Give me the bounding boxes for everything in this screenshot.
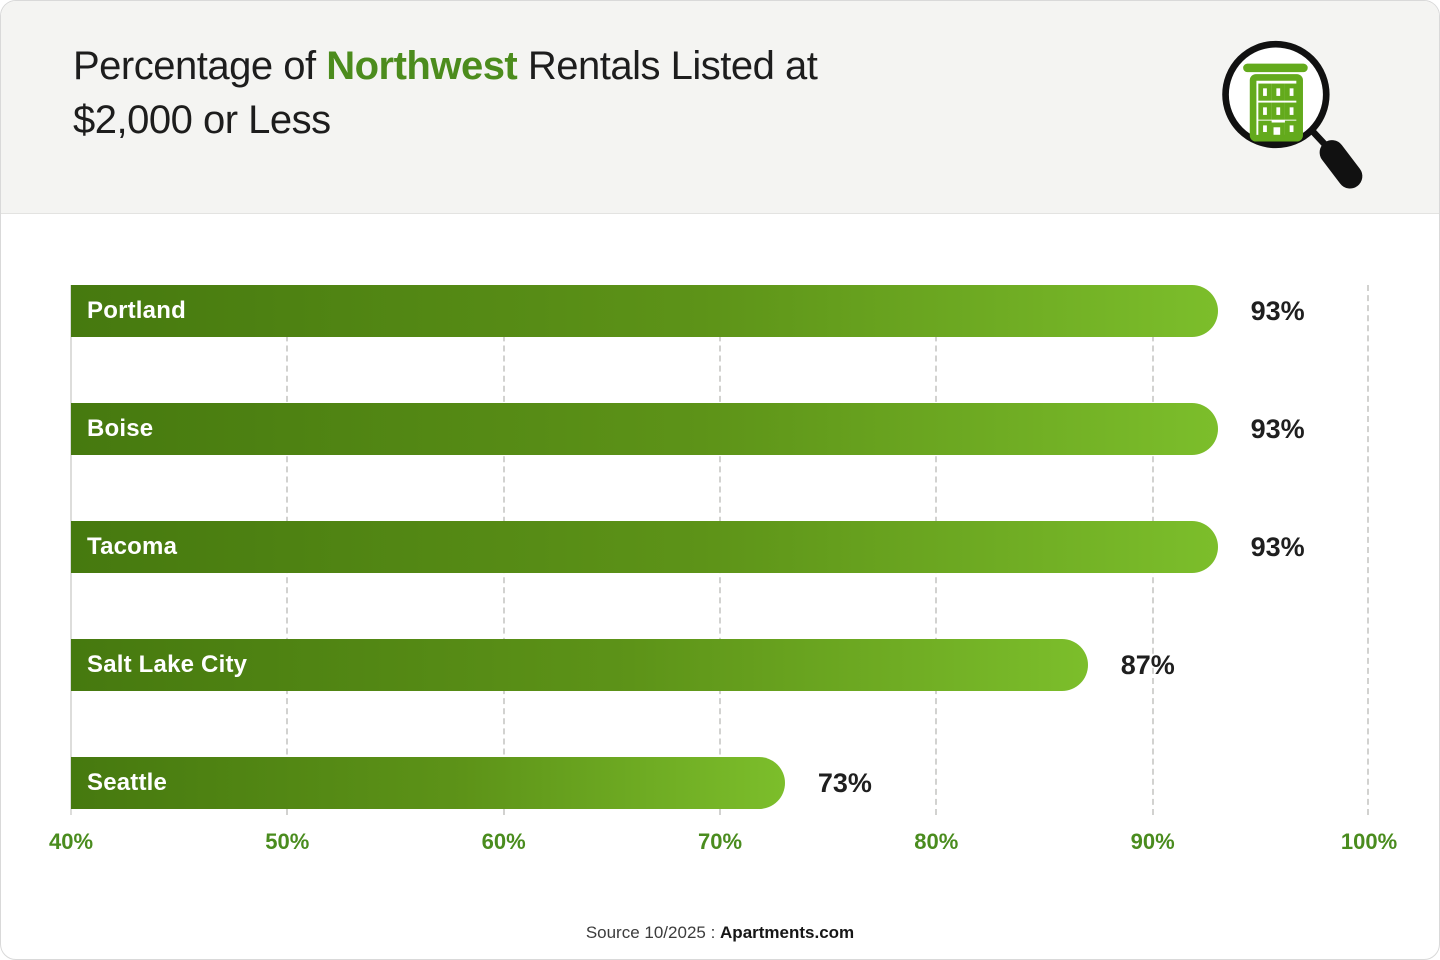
source-brand: Apartments.com (720, 923, 855, 942)
page-title: Percentage of Northwest Rentals Listed a… (73, 39, 818, 147)
bar-row-tacoma: Tacoma 93% (71, 521, 1369, 573)
header: Percentage of Northwest Rentals Listed a… (1, 1, 1439, 214)
bar-row-portland: Portland 93% (71, 285, 1369, 337)
x-axis: 40% 50% 60% 70% 80% 90% 100% (49, 829, 1397, 857)
axis-tick-70: 70% (697, 829, 743, 854)
bar-label: Tacoma (87, 533, 178, 560)
axis-tick-60: 60% (481, 829, 526, 854)
bar-salt-lake-city: Salt Lake City (71, 639, 1088, 691)
bar-value: 93% (1250, 531, 1305, 562)
bar-value: 87% (1120, 649, 1175, 680)
bar-value: 93% (1250, 295, 1305, 326)
bar-label: Portland (87, 297, 186, 324)
bar-label: Salt Lake City (87, 651, 248, 678)
title-highlight: Northwest (326, 44, 518, 88)
axis-tick-80: 80% (914, 829, 959, 854)
bar-row-seattle: Seattle 73% (71, 757, 1369, 809)
source-prefix: Source 10/2025 : (585, 923, 721, 942)
title-line2: $2,000 or Less (73, 98, 331, 142)
bar-label: Seattle (87, 769, 168, 796)
bar-portland: Portland (71, 285, 1218, 337)
building-search-icon (1217, 31, 1369, 201)
bar-value: 93% (1250, 413, 1305, 444)
plot-area: Portland 93% Boise 93% Tacoma 93% (70, 285, 1369, 815)
bar-boise: Boise (71, 403, 1218, 455)
bar-row-boise: Boise 93% (71, 403, 1369, 455)
chart-section: Portland 93% Boise 93% Tacoma 93% (1, 214, 1439, 857)
bar-row-salt-lake-city: Salt Lake City 87% (71, 639, 1369, 691)
bar-tacoma: Tacoma (71, 521, 1218, 573)
title-pre: Percentage of (73, 44, 327, 88)
title-post: Rentals Listed at (517, 44, 818, 88)
bar-rows: Portland 93% Boise 93% Tacoma 93% (71, 285, 1369, 809)
bar-value: 73% (817, 767, 872, 798)
axis-tick-100: 100% (1340, 829, 1398, 854)
gridline-100 (1367, 285, 1369, 815)
axis-tick-50: 50% (265, 829, 310, 854)
axis-tick-90: 90% (1130, 829, 1175, 854)
source-line: Source 10/2025 : Apartments.com (1, 923, 1439, 943)
bar-label: Boise (87, 415, 154, 442)
axis-tick-40: 40% (48, 829, 94, 854)
bar-seattle: Seattle (71, 757, 785, 809)
